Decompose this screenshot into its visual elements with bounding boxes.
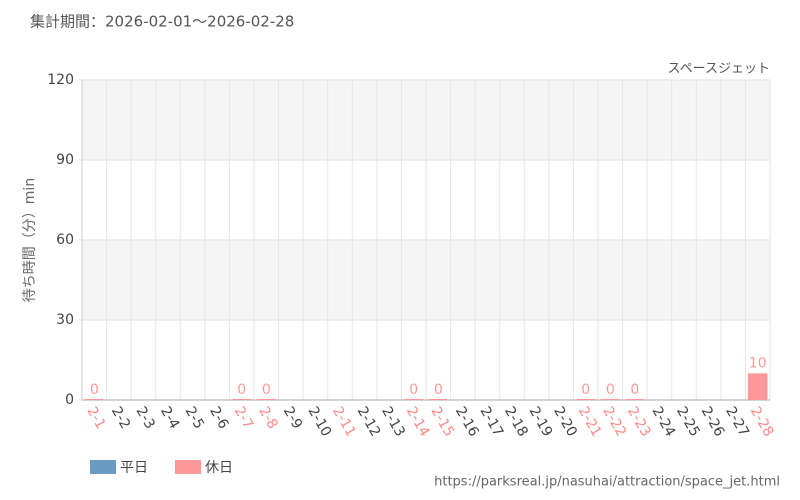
x-tick-label: 2-4	[157, 404, 182, 432]
x-tick-label: 2-6	[206, 404, 231, 432]
y-tick-label: 60	[56, 232, 74, 248]
source-url: https://parksreal.jp/nasuhai/attraction/…	[434, 475, 780, 490]
legend-label: 休日	[205, 460, 233, 476]
x-tick-label: 2-17	[477, 404, 507, 440]
x-tick-label: 2-2	[108, 404, 133, 432]
x-tick-label: 2-22	[599, 404, 629, 440]
x-tick-label: 2-24	[649, 404, 679, 440]
data-label: 0	[606, 382, 615, 398]
bar	[403, 399, 424, 400]
x-tick-label: 2-8	[255, 404, 280, 432]
x-tick-label: 2-20	[550, 404, 580, 440]
bar	[575, 399, 596, 400]
x-tick-label: 2-16	[452, 404, 482, 440]
y-tick-label: 0	[65, 392, 74, 408]
x-tick-label: 2-5	[182, 404, 207, 432]
bar	[231, 399, 252, 400]
bar	[747, 373, 768, 400]
bar	[600, 399, 621, 400]
legend-label: 平日	[120, 460, 148, 476]
x-tick-label: 2-25	[673, 404, 703, 440]
chart-title: 集計期間：2026-02-01～2026-02-28	[30, 13, 294, 31]
x-tick-label: 2-12	[354, 404, 384, 440]
y-axis-label: 待ち時間（分）min	[22, 178, 38, 302]
y-tick-label: 120	[47, 72, 74, 88]
x-tick-label: 2-23	[624, 404, 654, 440]
data-label: 0	[409, 382, 418, 398]
x-tick-label: 2-9	[280, 404, 305, 432]
data-label: 0	[90, 382, 99, 398]
x-tick-label: 2-26	[698, 404, 728, 440]
bar	[428, 399, 449, 400]
data-label: 0	[237, 382, 246, 398]
x-tick-label: 2-1	[83, 404, 108, 432]
chart-subtitle: スペースジェット	[668, 62, 770, 77]
legend-swatch	[175, 460, 201, 474]
x-tick-label: 2-3	[133, 404, 158, 432]
legend-swatch	[90, 460, 116, 474]
x-tick-label: 2-7	[231, 404, 256, 432]
x-tick-label: 2-19	[526, 404, 556, 440]
x-tick-label: 2-15	[427, 404, 457, 440]
y-tick-label: 30	[56, 312, 74, 328]
x-tick-label: 2-28	[747, 404, 777, 440]
y-tick-label: 90	[56, 152, 74, 168]
data-label: 0	[434, 382, 443, 398]
bar	[84, 399, 105, 400]
data-label: 0	[630, 382, 639, 398]
bar	[625, 399, 645, 400]
x-tick-label: 2-18	[501, 404, 531, 440]
data-label: 0	[262, 382, 271, 398]
x-tick-label: 2-10	[305, 404, 335, 440]
data-label: 0	[581, 382, 590, 398]
x-tick-label: 2-27	[722, 404, 752, 440]
x-tick-label: 2-11	[329, 404, 359, 440]
x-tick-label: 2-13	[378, 404, 408, 440]
data-label: 10	[749, 355, 767, 371]
x-tick-label: 2-14	[403, 404, 433, 440]
bar	[256, 399, 277, 400]
x-tick-label: 2-21	[575, 404, 605, 440]
